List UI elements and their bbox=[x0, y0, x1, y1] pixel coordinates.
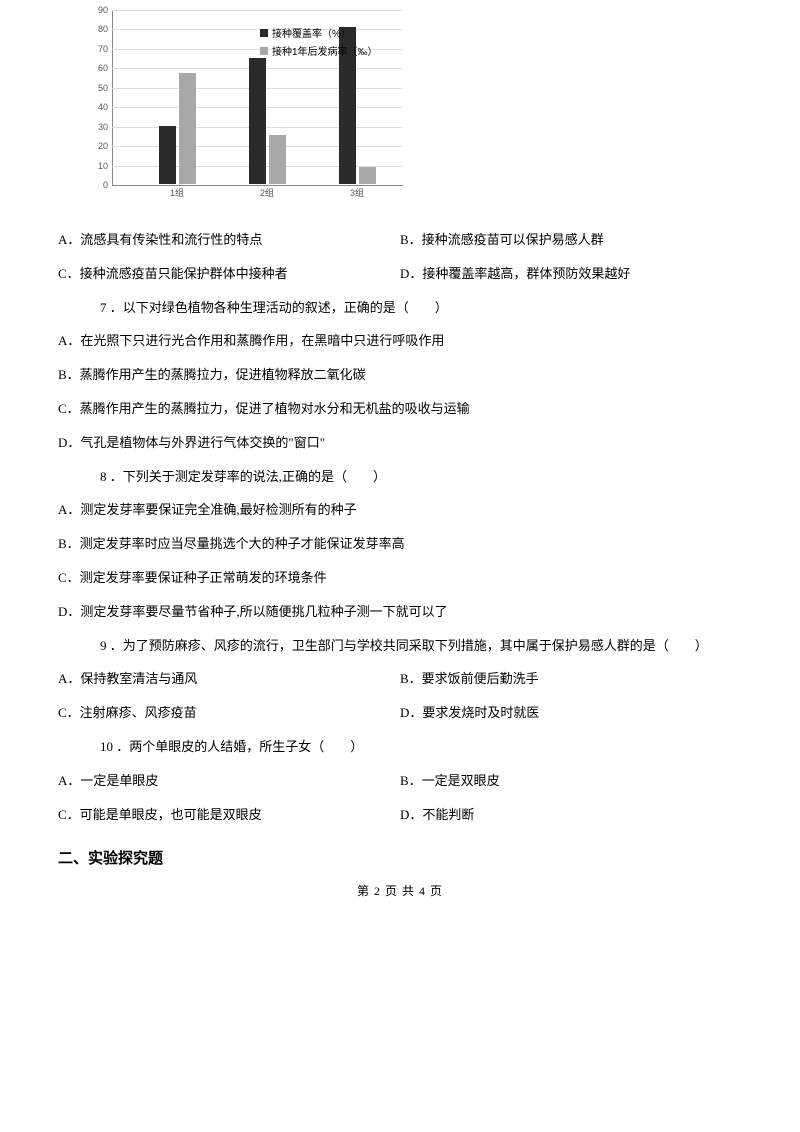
q10-options-row2: C．可能是单眼皮，也可能是双眼皮 D．不能判断 bbox=[58, 798, 742, 832]
q9-options-row1: A．保持教室清洁与通风 B．要求饭前便后勤洗手 bbox=[58, 662, 742, 696]
q6-options-row1: A．流感具有传染性和流行性的特点 B．接种流感疫苗可以保护易感人群 bbox=[58, 223, 742, 257]
legend: 接种覆盖率（%） 接种1年后发病率（‰） bbox=[260, 25, 378, 61]
q7-option-b: B．蒸腾作用产生的蒸腾拉力，促进植物释放二氧化碳 bbox=[58, 358, 742, 392]
chart-container: 01020304050607080901组2组3组接种覆盖率（%）接种1年后发病… bbox=[82, 10, 742, 205]
q6-options-row2: C．接种流感疫苗只能保护群体中接种者 D．接种覆盖率越高，群体预防效果越好 bbox=[58, 257, 742, 291]
q10-option-b: B．一定是双眼皮 bbox=[400, 764, 742, 798]
legend-item: 接种1年后发病率（‰） bbox=[260, 43, 378, 58]
q6-option-c: C．接种流感疫苗只能保护群体中接种者 bbox=[58, 257, 400, 291]
q8-option-a: A．测定发芽率要保证完全准确,最好检测所有的种子 bbox=[58, 493, 742, 527]
q9-option-b: B．要求饭前便后勤洗手 bbox=[400, 662, 742, 696]
q6-option-a: A．流感具有传染性和流行性的特点 bbox=[58, 223, 400, 257]
q7-stem: 7 ．以下对绿色植物各种生理活动的叙述，正确的是（ ） bbox=[100, 291, 742, 325]
bar bbox=[179, 73, 196, 184]
q10-option-a: A．一定是单眼皮 bbox=[58, 764, 400, 798]
y-tick: 70 bbox=[82, 44, 108, 54]
bar bbox=[269, 135, 286, 184]
page-footer: 第 2 页 共 4 页 bbox=[58, 882, 742, 899]
q10-option-c: C．可能是单眼皮，也可能是双眼皮 bbox=[58, 798, 400, 832]
legend-swatch bbox=[260, 29, 268, 37]
q9-options-row2: C．注射麻疹、风疹疫苗 D．要求发烧时及时就医 bbox=[58, 696, 742, 730]
bar bbox=[359, 167, 376, 185]
y-tick: 20 bbox=[82, 141, 108, 151]
y-tick: 80 bbox=[82, 24, 108, 34]
legend-label: 接种覆盖率（%） bbox=[272, 25, 351, 40]
q9-option-d: D．要求发烧时及时就医 bbox=[400, 696, 742, 730]
x-label: 1组 bbox=[152, 186, 202, 199]
legend-item: 接种覆盖率（%） bbox=[260, 25, 378, 40]
q10-stem: 10 ．两个单眼皮的人结婚，所生子女（ ） bbox=[100, 730, 742, 764]
q8-option-c: C．测定发芽率要保证种子正常萌发的环境条件 bbox=[58, 561, 742, 595]
q8-option-b: B．测定发芽率时应当尽量挑选个大的种子才能保证发芽率高 bbox=[58, 527, 742, 561]
q10-options-row1: A．一定是单眼皮 B．一定是双眼皮 bbox=[58, 764, 742, 798]
q8-option-d: D．测定发芽率要尽量节省种子,所以随便挑几粒种子测一下就可以了 bbox=[58, 595, 742, 629]
q9-stem: 9 ．为了预防麻疹、风疹的流行，卫生部门与学校共同采取下列措施，其中属于保护易感… bbox=[100, 629, 742, 663]
vaccination-bar-chart: 01020304050607080901组2组3组接种覆盖率（%）接种1年后发病… bbox=[82, 10, 412, 205]
y-tick: 90 bbox=[82, 5, 108, 15]
x-label: 3组 bbox=[332, 186, 382, 199]
grid-line bbox=[112, 10, 402, 11]
q10-option-d: D．不能判断 bbox=[400, 798, 742, 832]
x-label: 2组 bbox=[242, 186, 292, 199]
q6-option-d: D．接种覆盖率越高，群体预防效果越好 bbox=[400, 257, 742, 291]
y-tick: 40 bbox=[82, 102, 108, 112]
y-tick: 60 bbox=[82, 63, 108, 73]
y-tick: 10 bbox=[82, 161, 108, 171]
y-tick: 50 bbox=[82, 83, 108, 93]
q7-option-a: A．在光照下只进行光合作用和蒸腾作用，在黑暗中只进行呼吸作用 bbox=[58, 324, 742, 358]
y-tick: 30 bbox=[82, 122, 108, 132]
q9-option-a: A．保持教室清洁与通风 bbox=[58, 662, 400, 696]
q9-option-c: C．注射麻疹、风疹疫苗 bbox=[58, 696, 400, 730]
section-2-heading: 二、实验探究题 bbox=[58, 847, 742, 868]
q7-option-d: D．气孔是植物体与外界进行气体交换的"窗口" bbox=[58, 426, 742, 460]
q7-option-c: C．蒸腾作用产生的蒸腾拉力，促进了植物对水分和无机盐的吸收与运输 bbox=[58, 392, 742, 426]
q6-option-b: B．接种流感疫苗可以保护易感人群 bbox=[400, 223, 742, 257]
bar bbox=[249, 58, 266, 184]
bar bbox=[159, 126, 176, 184]
legend-swatch bbox=[260, 47, 268, 55]
y-tick: 0 bbox=[82, 180, 108, 190]
legend-label: 接种1年后发病率（‰） bbox=[272, 43, 378, 58]
q8-stem: 8 ．下列关于测定发芽率的说法,正确的是（ ） bbox=[100, 460, 742, 494]
